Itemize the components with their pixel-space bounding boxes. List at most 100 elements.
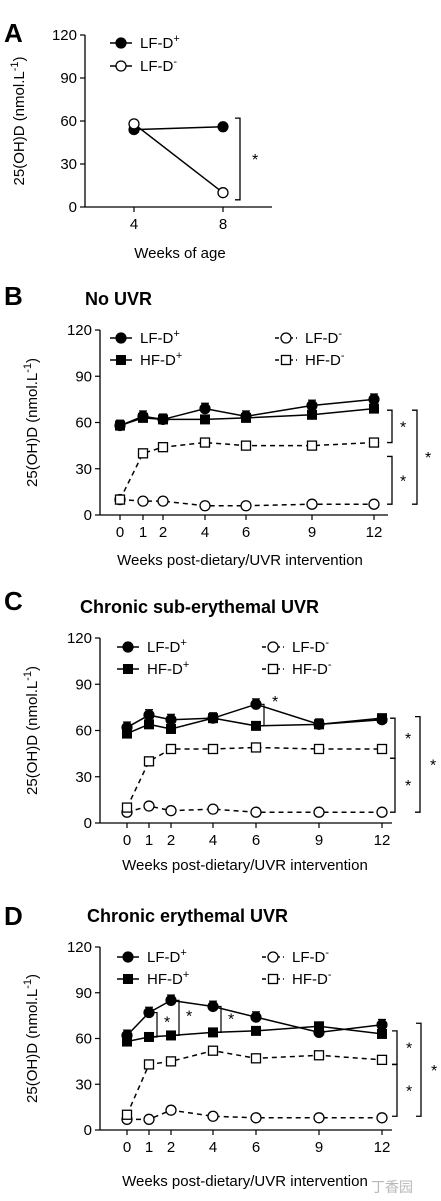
y-tick-label: 120 [67,939,92,956]
y-tick-label: 0 [69,199,77,216]
pair-significance-star: * [228,1012,234,1029]
data-point [208,713,218,724]
data-point [240,440,252,451]
significance-bracket [387,455,393,505]
y-tick-label: 120 [67,322,92,339]
legend-label: HF-D- [292,659,332,678]
x-tick-label: 2 [167,1139,175,1156]
x-tick-label: 4 [201,524,209,541]
x-axis-title: Weeks post-dietary/UVR intervention [122,1173,368,1190]
x-tick-label: 1 [145,832,153,849]
significance-star: * [406,1041,412,1058]
significance-star: * [252,152,258,169]
data-point [313,1112,325,1124]
significance-star: * [405,731,411,748]
legend-marker [122,641,134,653]
legend-label: LF-D+ [140,33,180,52]
data-point [122,728,132,739]
data-point [240,500,252,512]
legend-marker [123,974,133,984]
legend-marker [123,664,133,674]
data-point [137,448,149,459]
panel-letter: C [4,586,23,616]
series-line [133,123,224,194]
data-point [121,1109,133,1120]
panel-letter: D [4,901,23,931]
y-tick-label: 90 [75,676,92,693]
series-hf-minusdplus [115,403,379,431]
x-tick-label: 1 [145,1139,153,1156]
y-tick-label: 90 [60,70,77,87]
legend-label: LF-D+ [140,328,180,347]
x-tick-label: 4 [209,1139,217,1156]
significance-bracket [412,409,418,505]
legend-label: LF-D- [305,328,342,347]
legend: LF-D+ HF-D+ LF-D- HF-D- [110,328,345,369]
legend: LF-D+ HF-D+ LF-D- HF-D- [117,637,332,678]
series-lf-minusd- [121,1104,388,1125]
y-tick-label: 60 [60,113,77,130]
data-point [143,756,155,767]
data-point [250,1053,262,1064]
legend-label: LF-D- [140,56,177,75]
x-axis-title: Weeks post-dietary/UVR intervention [117,552,363,569]
x-tick-label: 4 [130,216,138,233]
data-point [114,494,126,505]
pair-bracket [260,703,265,727]
series-hf-minusd- [121,1045,388,1120]
series-hf-minusd- [121,742,388,813]
significance-bracket [415,715,421,813]
data-point [368,393,380,405]
data-point [144,1031,154,1042]
data-point [368,498,380,510]
legend-label: LF-D- [292,947,329,966]
x-tick-label: 4 [209,832,217,849]
x-tick-label: 9 [315,832,323,849]
data-point [250,1112,262,1124]
series-lf-minusd- [114,493,380,512]
x-tick-label: 9 [315,1139,323,1156]
x-tick-label: 2 [159,524,167,541]
y-tick-label: 120 [52,27,77,44]
data-point [369,403,379,414]
data-point [313,806,325,818]
data-point [143,800,155,812]
data-point [313,1050,325,1061]
significance-bracket [416,1022,422,1117]
data-point [165,714,177,726]
series-lf-minusd- [128,118,229,199]
y-tick-label: 90 [75,368,92,385]
series-line [133,125,224,131]
panel-title: No UVR [85,289,152,309]
x-tick-label: 0 [116,524,124,541]
data-point [143,1113,155,1125]
data-point [138,412,148,423]
y-tick-label: 0 [84,507,92,524]
data-point [217,121,229,133]
data-point [250,698,262,710]
legend: LF-D+ LF-D- [110,33,180,75]
data-point [122,1036,132,1047]
y-tick-label: 60 [75,415,92,432]
data-point [199,437,211,448]
legend-marker [280,354,292,366]
y-tick-label: 30 [60,156,77,173]
data-point [207,1110,219,1122]
data-point [207,803,219,815]
significance-star: * [425,450,431,467]
pair-significance-star: * [186,1009,192,1026]
x-tick-label: 2 [167,832,175,849]
legend-marker [122,951,134,963]
legend-marker [267,641,279,653]
significance-bracket [392,1030,398,1066]
legend-marker [115,37,127,49]
legend-marker [267,973,279,985]
data-point [376,806,388,818]
legend: LF-D+ HF-D+ LF-D- HF-D- [117,947,332,988]
significance-star: * [431,1063,437,1080]
data-point [200,414,210,425]
significance-star: * [406,1083,412,1100]
x-tick-label: 6 [242,524,250,541]
y-tick-label: 60 [75,723,92,740]
